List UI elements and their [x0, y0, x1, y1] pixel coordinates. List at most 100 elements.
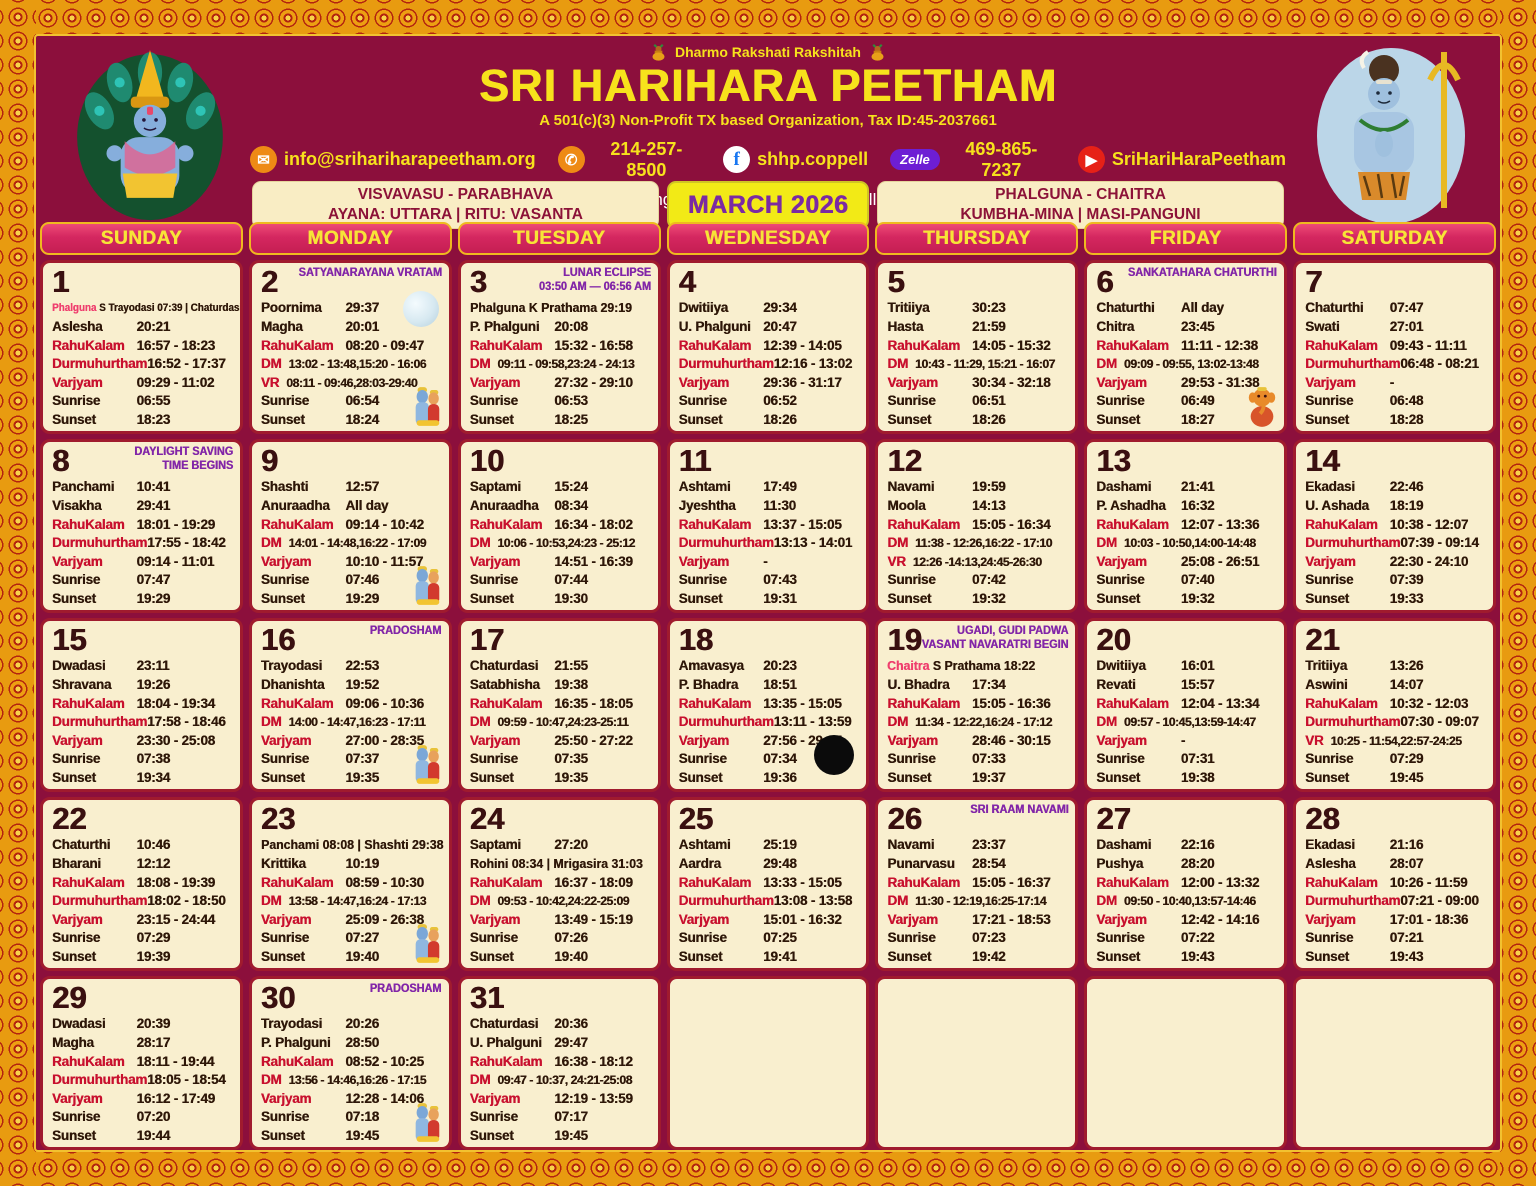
- panchang-line: Visakha 29:41: [52, 498, 171, 514]
- day-cell-21: 21 Tritiiya 13:26 Aswini 14:07 RahuKalam 10:32…: [1293, 618, 1496, 792]
- panchang-line: Sunset 19:29: [260, 591, 379, 607]
- panchang-line: RahuKalam 10:26 - 11:59: [1305, 874, 1468, 890]
- panchang-lines: Chaturthi 10:46 Bharani 12:12 RahuKalam 18:08…: [52, 836, 232, 966]
- panchang-line: Varjyam 12:19 - 13:59: [469, 1090, 633, 1106]
- panchang-line: Sunset 19:35: [260, 770, 379, 786]
- panchang-line: Varjyam 27:00 - 28:35: [260, 732, 424, 748]
- panchang-line: Durmuhurtham 13:13 - 14:01: [678, 535, 853, 551]
- panchang-line: Ashtami 25:19: [678, 837, 797, 853]
- panchang-line: Varjyam -: [678, 553, 768, 569]
- panchang-line: Hasta 21:59: [887, 319, 1006, 335]
- panchang-line: Varjyam 22:30 - 24:10: [1305, 553, 1469, 569]
- day-cell-7: 7 Chaturthi 07:47 Swati 27:01 RahuKalam 09:43 …: [1293, 260, 1496, 434]
- panchang-line: Sunrise 06:53: [469, 393, 588, 409]
- panchang-line: Varjyam 13:49 - 15:19: [469, 911, 633, 927]
- panchang-line: DM 11:34 - 12:22,16:24 - 17:12: [887, 714, 1052, 730]
- day-cell-17: 17 Chaturdasi 21:55 Satabhisha 19:38 RahuKala…: [457, 618, 661, 792]
- new-moon-icon: [814, 735, 855, 775]
- panchang-line: Sunset 19:39: [52, 949, 171, 965]
- panchang-line: Aslesha 28:07: [1305, 856, 1424, 872]
- panchang-line: Chaturthi 10:46: [52, 837, 171, 853]
- day-cell-22: 22 Chaturthi 10:46 Bharani 12:12 RahuKalam 18:…: [40, 797, 243, 971]
- weekday-header-thursday: THURSDAY: [875, 222, 1079, 255]
- org-subtitle: A 501(c)(3) Non-Profit TX based Organiza…: [539, 111, 997, 129]
- panchang-line: Sunrise 06:51: [887, 393, 1006, 409]
- day-cell-14: 14 Ekadasi 22:46 U. Ashada 18:19 RahuKalam 10:…: [1293, 439, 1496, 613]
- panchang-line: Sunrise 06:48: [1305, 393, 1424, 409]
- panchang-line: DM 14:00 - 14:47,16:23 - 17:11: [260, 714, 426, 730]
- panchang-line: RahuKalam 15:05 - 16:36: [887, 695, 1051, 711]
- panchang-line: Varjyam 15:01 - 16:32: [678, 911, 842, 927]
- panchang-line: Varjyam 25:09 - 26:38: [260, 911, 424, 927]
- zelle-icon: Zelle: [890, 149, 940, 171]
- panchang-line: Chitra 23:45: [1096, 319, 1215, 335]
- panchang-line: DM 14:01 - 14:48,16:22 - 17:09: [260, 535, 427, 551]
- panchang-line: Varjyam 12:28 - 14:06: [260, 1090, 424, 1106]
- panchang-line: Magha 20:01: [260, 319, 379, 335]
- page-title: SRI HARIHARA PEETHAM: [478, 60, 1058, 111]
- panchang-line: RahuKalam 16:34 - 18:02: [469, 516, 633, 532]
- panchang-line: Sunset 18:24: [260, 412, 379, 428]
- panchang-line: DM 09:57 - 10:45,13:59-14:47: [1096, 714, 1256, 730]
- panchang-line: RahuKalam 16:35 - 18:05: [469, 695, 633, 711]
- panchang-line: Durmuhurtham 12:16 - 13:02: [678, 356, 853, 372]
- panchang-line: DM 11:30 - 12:19,16:25-17:14: [887, 893, 1047, 909]
- panchang-line: Ekadasi 21:16: [1305, 837, 1424, 853]
- panchang-lines: Dwitiiya 29:34 U. Phalguni 20:47 RahuKalam 12…: [679, 299, 859, 429]
- panchang-line: Durmuhurtham 13:08 - 13:58: [678, 893, 853, 909]
- panchang-line: RahuKalam 18:04 - 19:34: [52, 695, 215, 711]
- panchang-line: Dashami 21:41: [1096, 479, 1215, 495]
- panchang-line: U. Bhadra 17:34: [887, 677, 1006, 693]
- full-moon-icon: [402, 291, 439, 327]
- samvatsara-band: VISVAVASU - PARABHAVA AYANA: UTTARA | RI…: [252, 181, 659, 230]
- festival-label: SANKATAHARA CHATURTHI: [1128, 267, 1278, 279]
- panchang-line: Sunset 19:43: [1096, 949, 1215, 965]
- shiva-parvati-icon: [410, 1102, 444, 1144]
- panchang-line: DM 10:03 - 10:50,14:00-14:48: [1096, 535, 1256, 551]
- weekday-header-wednesday: WEDNESDAY: [666, 222, 870, 255]
- shiva-parvati-icon: [410, 565, 444, 607]
- festival-label: LUNAR ECLIPSE 03:50 AM — 06:56 AM: [538, 267, 651, 293]
- calendar-grid: SUNDAY MONDAY TUESDAY WEDNESDAY THURSDAY FRID…: [40, 222, 1496, 1150]
- panchang-line: Varjyam 27:32 - 29:10: [469, 374, 633, 390]
- panchang-line: DM 09:11 - 09:58,23:24 - 24:13: [469, 356, 635, 372]
- panchang-line: Varjyam -: [1305, 374, 1394, 390]
- panchang-line-wide: Panchami 08:08 | Shashti 29:38: [260, 837, 444, 853]
- panchang-line: Varjyam 09:14 - 11:01: [52, 553, 215, 569]
- panchang-line: Sunrise 07:34: [678, 751, 797, 767]
- youtube-icon: ▶: [1077, 146, 1105, 174]
- panchang-line: Varjyam 17:21 - 18:53: [887, 911, 1051, 927]
- email-link[interactable]: ✉ info@srihariharapeetham.org: [250, 146, 536, 174]
- panchang-line: Sunrise 07:17: [469, 1109, 588, 1125]
- panchang-line: Pushya 28:20: [1096, 856, 1215, 872]
- panchang-line: Ashtami 17:49: [678, 479, 797, 495]
- panchang-line: Sunrise 07:47: [52, 572, 171, 588]
- panchang-line: Sunrise 07:35: [469, 751, 588, 767]
- month-title: MARCH 2026: [667, 181, 869, 230]
- ornate-border-bottom: [0, 1150, 1536, 1186]
- panchang-line: Dashami 22:16: [1096, 837, 1215, 853]
- day-number: 8: [52, 443, 70, 478]
- phone-link[interactable]: ✆ 214-257-8500: [557, 139, 702, 181]
- panchang-line: Sunset 18:23: [52, 412, 171, 428]
- panchang-line: Krittika 10:19: [260, 856, 379, 872]
- panchang-line: Dwadasi 20:39: [52, 1016, 171, 1032]
- zelle-contact[interactable]: Zelle 469-865-7237: [890, 139, 1056, 181]
- facebook-link[interactable]: f shhp.coppell: [723, 146, 868, 174]
- lunar-month-line1: PHALGUNA - CHAITRA: [995, 186, 1166, 203]
- panchang-line: Sunset 19:35: [469, 770, 588, 786]
- day-cell-11: 11 Ashtami 17:49 Jyeshtha 11:30 RahuKalam 13:3…: [666, 439, 870, 613]
- panchang-line: Sunset 19:33: [1305, 591, 1424, 607]
- youtube-link[interactable]: ▶ SriHariHaraPeetham: [1077, 146, 1286, 174]
- panchang-line: VR 10:25 - 11:54,22:57-24:25: [1305, 732, 1462, 748]
- panchang-line: Moola 14:13: [887, 498, 1006, 514]
- panchang-line: Amavasya 20:23: [678, 658, 797, 674]
- panchang-line: RahuKalam 12:07 - 13:36: [1096, 516, 1260, 532]
- festival-label: SRI RAAM NAVAMI: [969, 804, 1069, 816]
- kalash-icon: [871, 43, 884, 61]
- panchang-line: RahuKalam 13:33 - 15:05: [678, 874, 842, 890]
- panchang-line: Dwadasi 23:11: [52, 658, 170, 674]
- panchang-line: Dhanishta 19:52: [260, 677, 379, 693]
- day-cell-30: 30 PRADOSHAM Trayodasi 20:26 P. Phalguni 28:5…: [248, 976, 452, 1150]
- panchang-line: Varjyam 10:10 - 11:57: [260, 553, 424, 569]
